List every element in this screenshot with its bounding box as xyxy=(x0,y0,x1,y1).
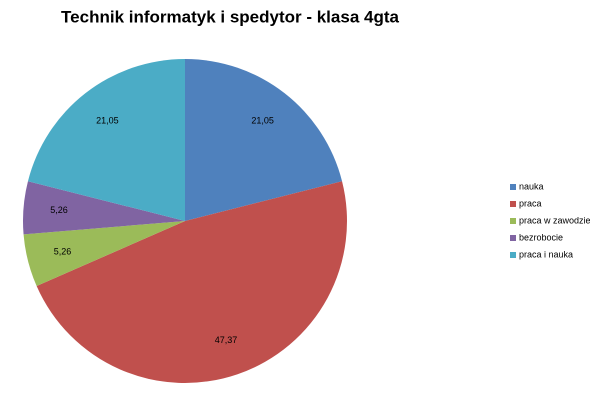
legend-label: bezrobocie xyxy=(519,232,563,242)
legend-label: nauka xyxy=(519,181,544,191)
legend-swatch xyxy=(510,184,516,190)
data-label: 21,05 xyxy=(96,116,119,126)
legend-swatch xyxy=(510,235,516,241)
data-label: 47,37 xyxy=(215,335,238,345)
legend-swatch xyxy=(510,218,516,224)
data-label: 21,05 xyxy=(251,116,274,126)
legend-label: praca w zawodzie xyxy=(519,215,590,225)
legend-swatch xyxy=(510,201,516,207)
legend-label: praca xyxy=(519,198,542,208)
pie-slice xyxy=(185,59,343,221)
data-label: 5,26 xyxy=(50,205,68,215)
pie-slice xyxy=(23,221,186,287)
legend-swatch xyxy=(510,252,516,258)
chart-title: Technik informatyk i spedytor - klasa 4g… xyxy=(61,7,399,26)
data-label: 5,26 xyxy=(54,246,72,256)
pie-slice xyxy=(22,181,185,235)
pie-slice xyxy=(36,181,347,384)
pie-slice xyxy=(27,59,186,221)
legend-label: praca i nauka xyxy=(519,249,573,259)
